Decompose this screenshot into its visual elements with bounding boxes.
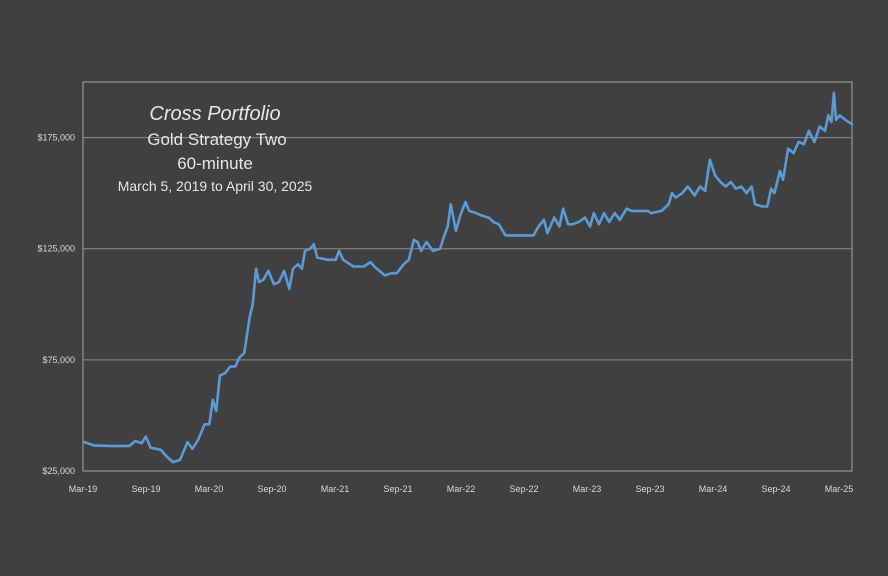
chart-date-range: March 5, 2019 to April 30, 2025 <box>118 178 313 194</box>
y-tick-label: $125,000 <box>37 244 75 254</box>
x-tick-label: Sep-20 <box>257 484 286 494</box>
series-layer <box>83 91 854 464</box>
y-tick-label: $75,000 <box>42 355 75 365</box>
x-tick-label: Sep-21 <box>383 484 412 494</box>
chart-subtitle-timeframe: 60-minute <box>177 154 253 173</box>
y-tick-label: $25,000 <box>42 466 75 476</box>
plot-area-frame <box>82 81 853 472</box>
chart-subtitle-strategy: Gold Strategy Two <box>147 130 287 149</box>
x-tick-label: Mar-22 <box>447 484 476 494</box>
chart-title-block: Cross Portfolio Gold Strategy Two 60-min… <box>118 103 313 194</box>
x-tick-label: Sep-23 <box>635 484 664 494</box>
x-tick-label: Mar-25 <box>825 484 854 494</box>
gridlines <box>83 137 852 361</box>
y-tick-label: $175,000 <box>37 133 75 143</box>
x-tick-label: Mar-21 <box>321 484 350 494</box>
x-tick-label: Sep-22 <box>509 484 538 494</box>
y-axis: $25,000 $75,000 $125,000 $175,000 <box>37 133 75 476</box>
x-axis: Mar-19 Sep-19 Mar-20 Sep-20 Mar-21 Sep-21 Mar-… <box>69 484 854 494</box>
x-tick-label: Mar-19 <box>69 484 98 494</box>
x-tick-label: Mar-24 <box>699 484 728 494</box>
chart-title: Cross Portfolio <box>149 103 280 125</box>
x-tick-label: Sep-24 <box>761 484 790 494</box>
series-line <box>83 91 854 464</box>
x-tick-label: Mar-20 <box>195 484 224 494</box>
x-tick-label: Mar-23 <box>573 484 602 494</box>
x-tick-label: Sep-19 <box>131 484 160 494</box>
